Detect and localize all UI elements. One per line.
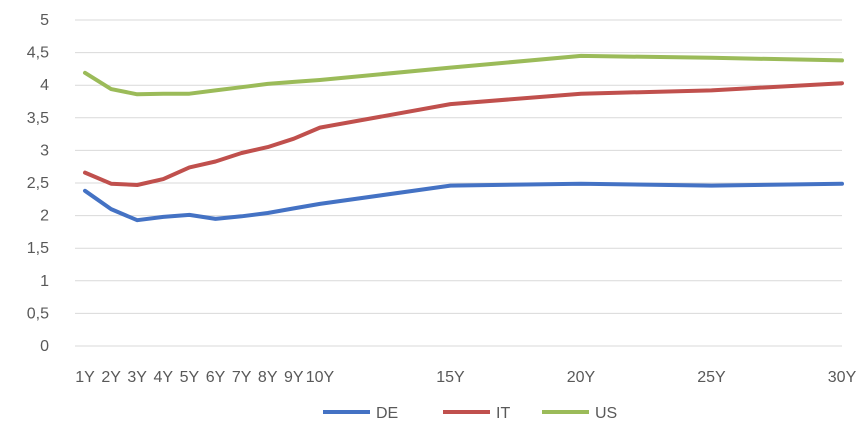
y-tick-label: 3 xyxy=(40,142,49,159)
y-tick-label: 4,5 xyxy=(27,45,49,62)
y-tick-label: 2,5 xyxy=(27,175,49,192)
x-tick-label: 30Y xyxy=(828,369,857,386)
y-tick-label: 2 xyxy=(40,208,49,225)
y-axis-tick-labels: 0 0,5 1 1,5 2 2,5 3 3,5 4 4,5 5 xyxy=(27,12,49,355)
legend-label-us: US xyxy=(595,405,617,422)
y-tick-label: 5 xyxy=(40,12,49,29)
legend-label-de: DE xyxy=(376,405,398,422)
x-tick-label: 6Y xyxy=(206,369,226,386)
legend: DE IT US xyxy=(323,405,617,422)
x-tick-label: 5Y xyxy=(180,369,200,386)
x-tick-label: 7Y xyxy=(232,369,252,386)
x-tick-label: 15Y xyxy=(436,369,465,386)
y-tick-label: 0 xyxy=(40,338,49,355)
y-tick-label: 1 xyxy=(40,273,49,290)
x-tick-label: 3Y xyxy=(127,369,147,386)
x-tick-label: 10Y xyxy=(306,369,335,386)
x-tick-label: 4Y xyxy=(154,369,174,386)
series-line-us xyxy=(83,53,844,97)
y-tick-label: 1,5 xyxy=(27,240,49,257)
y-tick-label: 4 xyxy=(40,77,49,94)
x-tick-label: 9Y xyxy=(284,369,304,386)
x-tick-label: 1Y xyxy=(75,369,95,386)
x-tick-label: 25Y xyxy=(697,369,726,386)
series-line-de xyxy=(83,181,844,223)
gridlines xyxy=(75,19,842,347)
x-tick-label: 2Y xyxy=(101,369,121,386)
series-line-it xyxy=(83,81,844,187)
y-tick-label: 0,5 xyxy=(27,305,49,322)
x-tick-label: 8Y xyxy=(258,369,278,386)
series-lines xyxy=(83,53,844,223)
x-axis-tick-labels: 1Y 2Y 3Y 4Y 5Y 6Y 7Y 8Y 9Y 10Y 15Y 20Y 25Y 30Y xyxy=(75,369,856,386)
y-tick-label: 3,5 xyxy=(27,110,49,127)
legend-label-it: IT xyxy=(496,405,510,422)
x-tick-label: 20Y xyxy=(567,369,596,386)
